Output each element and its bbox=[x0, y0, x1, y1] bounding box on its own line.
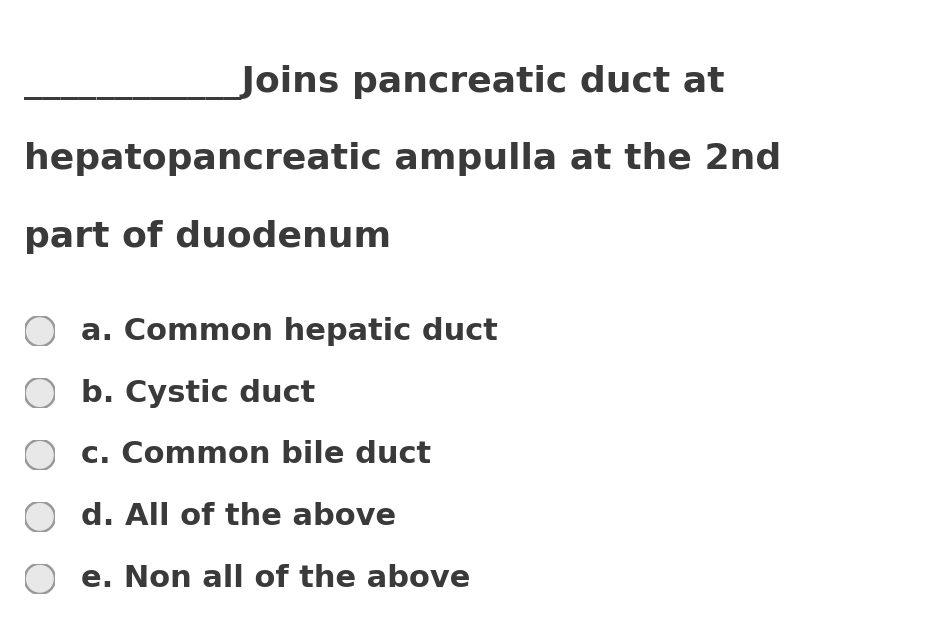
Text: a. Common hepatic duct: a. Common hepatic duct bbox=[81, 317, 497, 345]
Ellipse shape bbox=[25, 439, 55, 470]
Ellipse shape bbox=[25, 563, 55, 594]
Text: ____________Joins pancreatic duct at: ____________Joins pancreatic duct at bbox=[24, 65, 724, 100]
Text: c. Common bile duct: c. Common bile duct bbox=[81, 441, 431, 469]
Text: part of duodenum: part of duodenum bbox=[24, 220, 391, 254]
Text: hepatopancreatic ampulla at the 2nd: hepatopancreatic ampulla at the 2nd bbox=[24, 142, 781, 176]
Ellipse shape bbox=[25, 501, 55, 532]
Text: b. Cystic duct: b. Cystic duct bbox=[81, 379, 315, 407]
Text: d. All of the above: d. All of the above bbox=[81, 503, 396, 531]
Text: e. Non all of the above: e. Non all of the above bbox=[81, 565, 470, 593]
Ellipse shape bbox=[25, 316, 55, 347]
Ellipse shape bbox=[25, 378, 55, 409]
